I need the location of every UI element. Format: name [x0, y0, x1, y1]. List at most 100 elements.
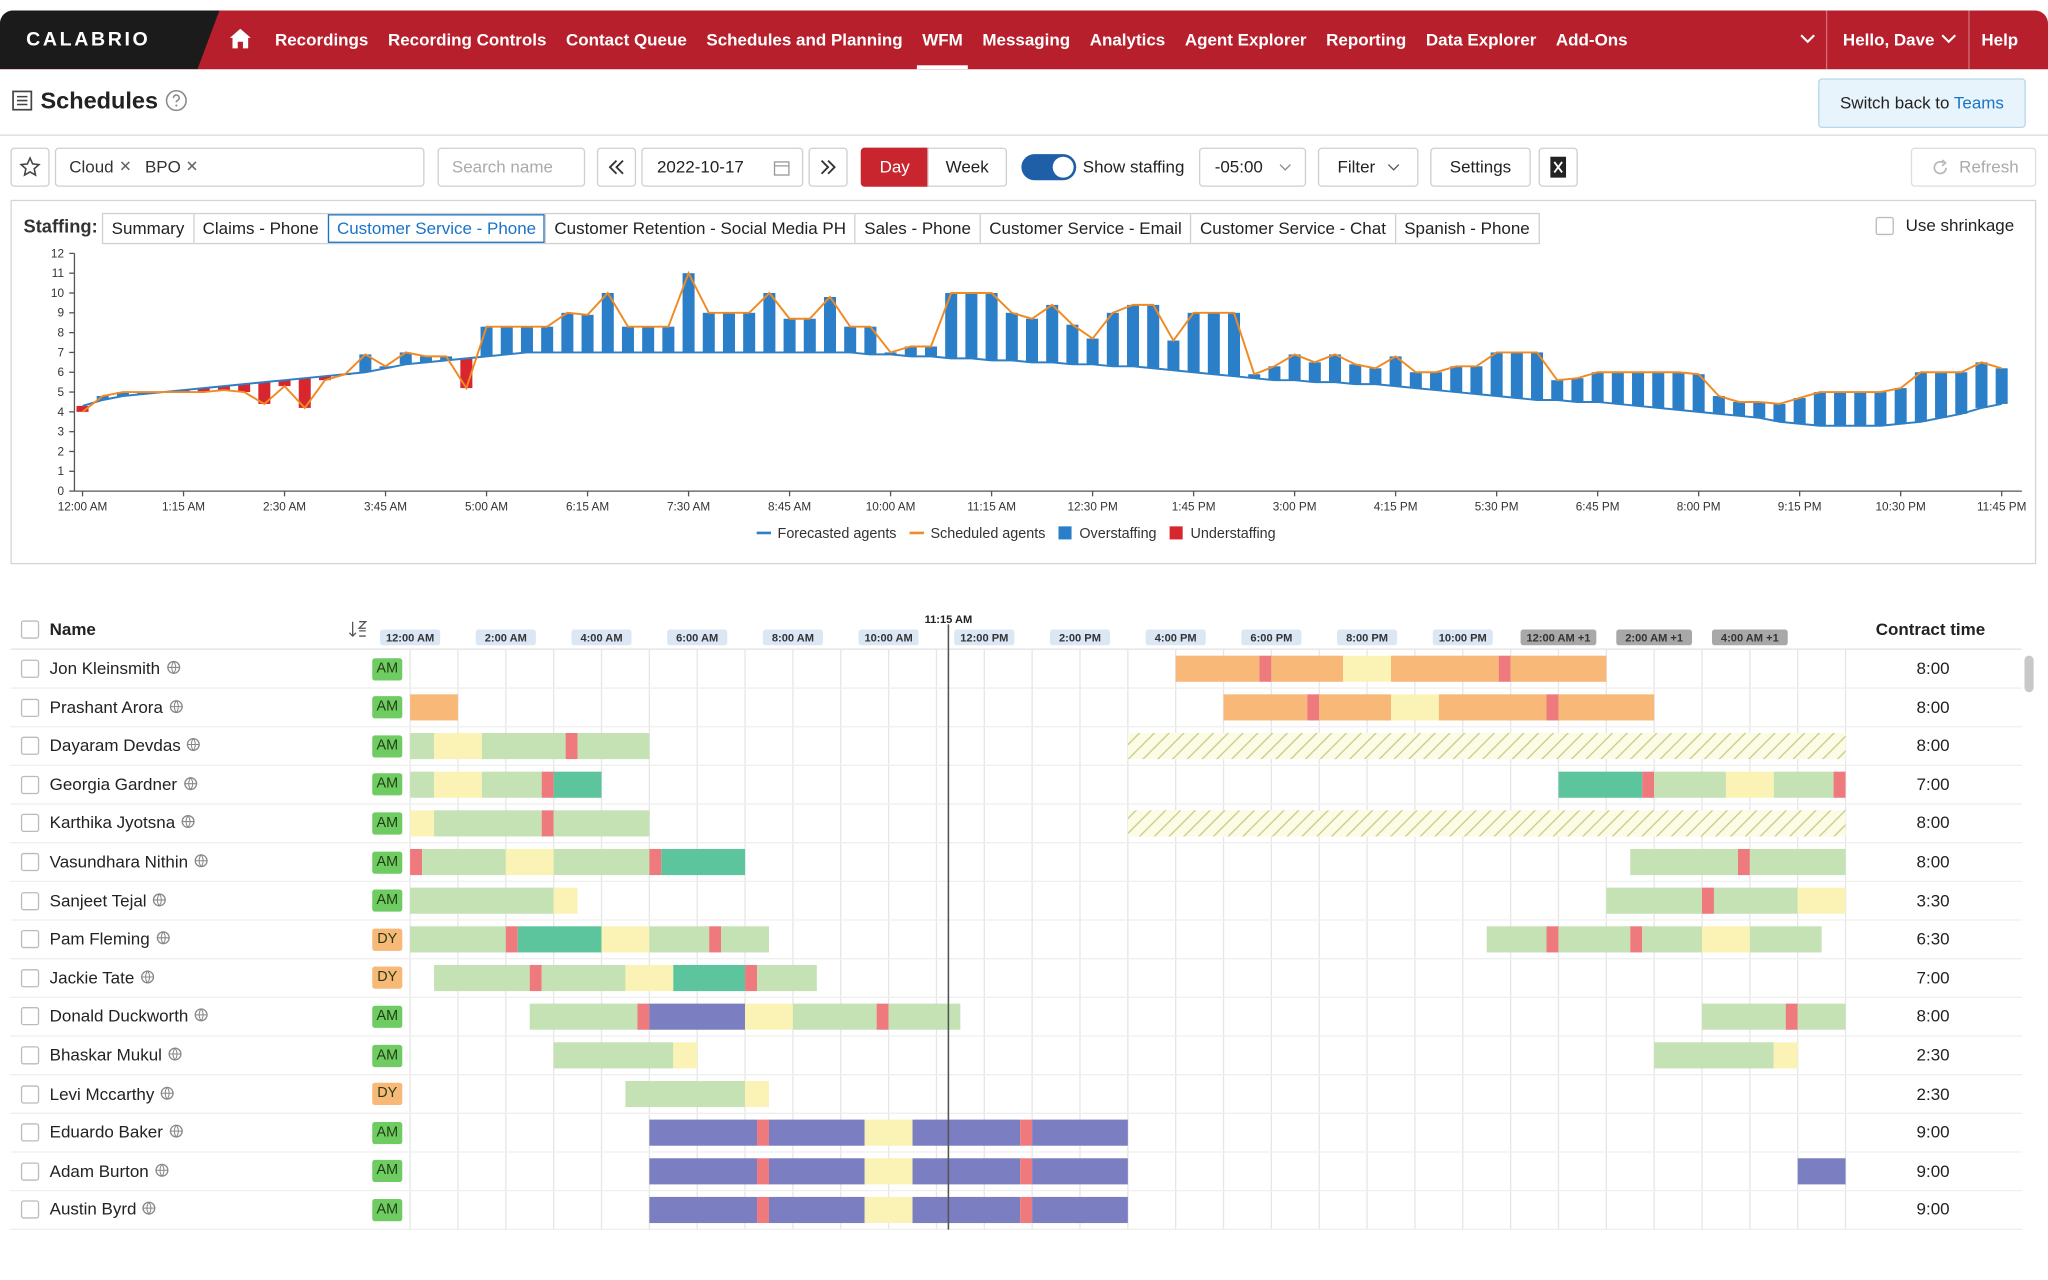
row-checkbox[interactable]	[20, 1123, 40, 1142]
activity-segment	[1558, 694, 1655, 721]
nav-menu: Recordings Recording Controls Contact Queu…	[265, 10, 1637, 70]
activity-segment	[577, 732, 650, 760]
activity-segment	[410, 848, 423, 876]
switch-teams-button[interactable]: Switch back to Teams	[1818, 78, 2026, 128]
staffing-tab[interactable]: Customer Service - Email	[979, 214, 1190, 243]
activity-segment	[481, 732, 566, 760]
timezone-select[interactable]: -05:00	[1199, 147, 1307, 187]
favorite-button[interactable]	[10, 147, 50, 187]
activity-segment	[1737, 848, 1750, 876]
time-pill	[667, 629, 728, 646]
export-button[interactable]	[1538, 147, 1578, 187]
agent-name[interactable]: Eduardo Baker	[50, 1122, 184, 1143]
day-button[interactable]: Day	[860, 147, 929, 187]
time-label: 6:00 AM	[676, 632, 718, 644]
nav-item[interactable]: Analytics	[1089, 30, 1166, 50]
globe-lines	[187, 738, 200, 751]
settings-button[interactable]: Settings	[1430, 147, 1531, 187]
nav-item[interactable]: Agent Explorer	[1184, 30, 1307, 50]
select-all-checkbox[interactable]	[20, 620, 40, 639]
agent-name[interactable]: Bhaskar Mukul	[50, 1045, 183, 1066]
agent-name[interactable]: Karthika Jyotsna	[50, 813, 196, 834]
date-picker[interactable]: 2022-10-17	[641, 147, 804, 187]
activity-segment	[1713, 887, 1798, 914]
agent-name[interactable]: Jackie Tate	[50, 968, 156, 989]
agent-name[interactable]: Vasundhara Nithin	[50, 852, 209, 873]
agent-name[interactable]: Adam Burton	[50, 1161, 170, 1182]
staffing-tab[interactable]: Customer Retention - Social Media PH	[544, 214, 855, 243]
activity-segment	[541, 964, 626, 992]
chevron	[1279, 164, 1291, 171]
row-checkbox[interactable]	[20, 1046, 40, 1065]
nav-item[interactable]: Add-Ons	[1555, 30, 1628, 50]
agent-name[interactable]: Sanjeet Tejal	[50, 890, 168, 911]
prev-date-button[interactable]	[596, 147, 637, 187]
agent-name[interactable]: Austin Byrd	[50, 1200, 158, 1221]
overstaffing-bar	[1995, 368, 2008, 404]
staffing-tab[interactable]: Summary	[111, 218, 185, 238]
row-checkbox[interactable]	[20, 930, 40, 949]
activity-segment	[410, 732, 435, 760]
activity-segment	[649, 1119, 758, 1146]
nav-item[interactable]: Data Explorer	[1425, 30, 1537, 50]
search-input[interactable]: Search name	[437, 147, 586, 187]
user-menu[interactable]: Hello, Dave	[1842, 30, 1935, 50]
nav-item[interactable]: Contact Queue	[566, 30, 687, 50]
row-checkbox[interactable]	[20, 968, 40, 988]
staffing-tab[interactable]: Claims - Phone	[192, 214, 327, 243]
row-checkbox[interactable]	[20, 891, 40, 910]
overstaffing-bar	[1106, 312, 1119, 367]
agent-name[interactable]: Levi Mccarthy	[50, 1084, 176, 1105]
activity-segment	[649, 1158, 758, 1185]
shrinkage-checkbox[interactable]	[1875, 216, 1894, 236]
staffing-tab[interactable]: Customer Service - Phone	[327, 214, 545, 243]
filter-tag[interactable]: Cloud	[69, 149, 132, 186]
row-checkbox[interactable]	[20, 852, 40, 872]
row-checkbox[interactable]	[20, 698, 40, 717]
chevron	[1387, 164, 1400, 171]
row-checkbox[interactable]	[20, 1162, 40, 1181]
row-checkbox[interactable]	[20, 1007, 40, 1026]
next-date-button[interactable]	[808, 147, 848, 187]
overstaffing-bar	[137, 392, 150, 395]
nav-item[interactable]: Messaging	[982, 30, 1071, 50]
nav-item[interactable]: WFM	[916, 10, 969, 70]
legend-label: Understaffing	[1191, 526, 1276, 542]
help-icon[interactable]	[165, 89, 189, 113]
staffing-toggle[interactable]	[1020, 153, 1077, 182]
help-link[interactable]: Help	[1981, 30, 2019, 50]
nav-item[interactable]: Recording Controls	[387, 30, 547, 50]
activity-segment	[1558, 771, 1643, 798]
nav-item[interactable]: Schedules and Planning	[706, 30, 903, 50]
site-filter[interactable]: Cloud BPO	[54, 147, 425, 187]
agent-name[interactable]: Pam Fleming	[50, 929, 171, 950]
overstaffing-bar	[399, 352, 412, 365]
week-button[interactable]: Week	[927, 147, 1008, 187]
agent-name[interactable]: Prashant Arora	[50, 697, 184, 718]
staffing-tab[interactable]: Sales - Phone	[854, 214, 979, 243]
agent-name[interactable]: Georgia Gardner	[50, 774, 198, 795]
staffing-tab[interactable]: Customer Service - Chat	[1190, 214, 1394, 243]
agent-name[interactable]: Donald Duckworth	[50, 1006, 210, 1027]
row-checkbox[interactable]	[20, 1084, 40, 1104]
logo[interactable]: CALABRIO	[0, 10, 220, 70]
nav-item[interactable]: Reporting	[1326, 30, 1407, 50]
nav-item[interactable]: Recordings	[274, 30, 369, 50]
staffing-tab[interactable]: Spanish - Phone	[1394, 214, 1538, 243]
row-checkbox[interactable]	[20, 814, 40, 833]
agent-name[interactable]: Dayaram Devdas	[50, 736, 202, 757]
agent-name[interactable]: Jon Kleinsmith	[50, 658, 181, 679]
row-checkbox[interactable]	[20, 1200, 40, 1220]
refresh-button[interactable]: Refresh	[1910, 147, 2037, 187]
filter-tag[interactable]: BPO	[145, 149, 199, 186]
row-checkbox[interactable]	[20, 736, 40, 756]
overstaffing-bar	[985, 293, 998, 361]
home-icon[interactable]	[229, 27, 253, 51]
filter-button[interactable]: Filter	[1317, 147, 1419, 187]
row-checkbox[interactable]	[20, 659, 40, 678]
shrinkage-label: Use shrinkage	[1905, 215, 2015, 236]
row-checkbox[interactable]	[20, 775, 40, 794]
more-chevron[interactable]	[1799, 33, 1817, 46]
shift-badge: DY	[372, 928, 403, 951]
